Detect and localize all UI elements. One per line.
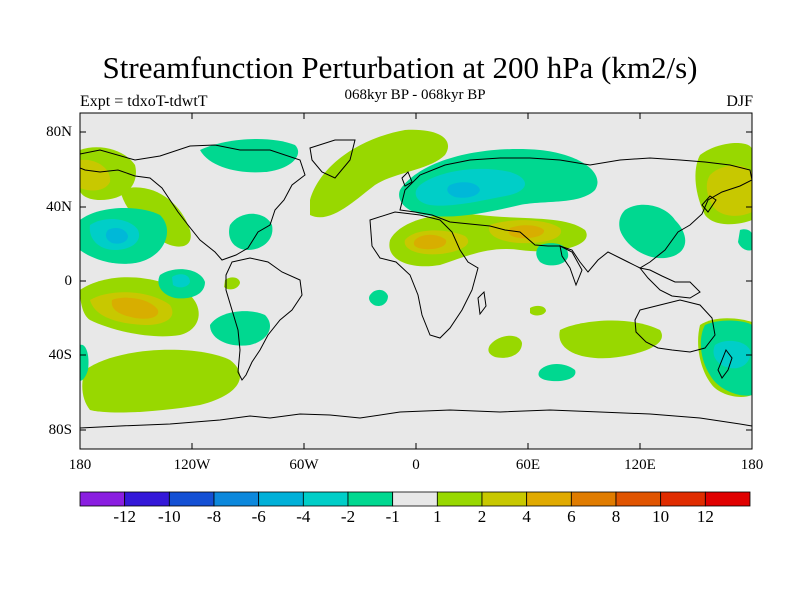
coast-india	[559, 245, 583, 287]
contour-southern-ocean	[82, 349, 240, 413]
contour-new-zealand-core	[713, 340, 751, 369]
lon-label-120w: 120W	[173, 457, 211, 473]
coast-new-zealand	[717, 348, 733, 379]
lon-label-180w: 180	[68, 457, 92, 473]
colorbar-box	[481, 491, 528, 507]
lon-label-120e: 120E	[624, 457, 656, 473]
map-subtitle: 068kyr BP - 068kyr BP	[344, 87, 486, 103]
lat-label-equator: 0	[64, 273, 73, 289]
coast-madagascar	[477, 290, 487, 316]
colorbar-label: 10	[652, 507, 670, 526]
colorbar-label: -1	[385, 507, 400, 526]
coastlines	[80, 139, 752, 429]
lat-label-40s: 40S	[48, 347, 72, 363]
colorbar-box	[526, 491, 572, 507]
colorbar-box	[168, 491, 215, 507]
contour-east-pacific-core	[172, 274, 190, 288]
coast-africa	[369, 211, 479, 339]
coast-australia	[634, 299, 716, 353]
contour-north-pacific-max	[105, 228, 128, 244]
contour-south-america-east	[210, 311, 270, 346]
positive-contours-level3	[111, 225, 545, 319]
colorbar-box	[704, 491, 751, 507]
colorbar-box	[436, 491, 483, 507]
colorbar-box	[615, 491, 662, 507]
colorbar	[79, 491, 751, 507]
contour-south-indian-blob	[538, 364, 576, 382]
contour-west-asia-max	[413, 234, 447, 250]
contour-middle-east-max	[508, 225, 545, 239]
colorbar-label: 6	[567, 507, 576, 526]
colorbar-box	[570, 491, 617, 507]
contour-andes-blob	[224, 277, 240, 290]
experiment-label: Expt = tdxoT-tdwtT	[80, 93, 208, 110]
colorbar-label: 2	[477, 507, 487, 526]
contour-africa-blob	[530, 305, 546, 316]
coast-north-america	[80, 144, 306, 261]
colorbar-label: -8	[206, 507, 222, 526]
contour-dateline-north-core	[80, 159, 111, 191]
coast-greenland	[309, 139, 356, 179]
colorbar-label: -4	[296, 507, 311, 526]
colorbar-box	[347, 491, 394, 507]
lon-label-180e: 180	[740, 457, 764, 473]
coast-eurasia	[399, 157, 752, 273]
lat-label-80n: 80N	[46, 124, 72, 140]
colorbar-box	[258, 491, 304, 507]
contour-south-atlantic	[369, 289, 388, 306]
contour-north-atlantic	[310, 129, 449, 218]
contour-east-asia-coast	[738, 229, 752, 251]
colorbar-label: -10	[157, 507, 181, 526]
negative-contours-level3	[105, 182, 480, 244]
colorbar-label: 12	[696, 507, 714, 526]
coast-antarctica	[80, 409, 752, 429]
axis-ticks	[80, 113, 752, 449]
coast-japan	[701, 195, 717, 213]
colorbar-label: 1	[433, 507, 442, 526]
colorbar-box	[124, 491, 170, 507]
lon-label-0: 0	[412, 457, 420, 473]
lat-label-40n: 40N	[46, 199, 72, 215]
colorbar-label: 4	[522, 507, 531, 526]
coast-south-america	[225, 257, 303, 381]
contour-fills	[80, 129, 752, 413]
contour-north-eurasia-max	[447, 182, 480, 198]
contour-west-atlantic	[229, 213, 273, 250]
contour-southeast-pacific	[80, 344, 89, 381]
coast-uk	[401, 171, 413, 187]
colorbar-box	[302, 491, 349, 507]
map-title: Streamfunction Perturbation at 200 hPa (…	[102, 50, 698, 85]
contour-east-asia-core	[706, 165, 752, 216]
lat-label-80s: 80S	[48, 422, 72, 438]
contour-south-atlantic-blob	[488, 335, 522, 358]
lon-label-60w: 60W	[289, 457, 319, 473]
lon-label-60e: 60E	[515, 457, 541, 473]
colorbar-box	[392, 491, 438, 507]
season-label: DJF	[726, 93, 753, 110]
colorbar-box	[213, 491, 260, 507]
colorbar-label: -6	[251, 507, 266, 526]
colorbar-box	[660, 491, 706, 507]
coast-southeast-asia	[638, 267, 701, 299]
colorbar-label: -12	[113, 507, 136, 526]
colorbar-label: -2	[340, 507, 356, 526]
colorbar-label: 8	[611, 507, 621, 526]
contour-south-pacific-max	[111, 297, 159, 319]
colorbar-box	[79, 491, 126, 507]
